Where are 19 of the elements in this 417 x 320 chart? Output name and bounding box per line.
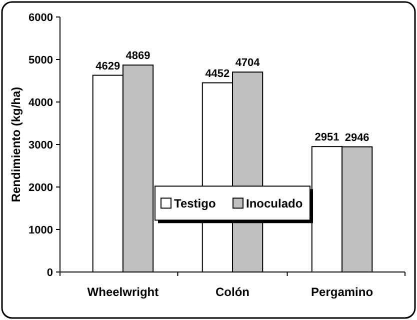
y-tick-label: 1000 [28,224,53,236]
y-tick-label: 4000 [28,96,53,109]
data-label: 4629 [96,60,120,72]
x-tick-label: Pergamino [311,285,374,299]
data-label: 2946 [344,132,370,144]
data-label: 4869 [126,50,150,62]
y-tick-label: 2000 [28,182,53,194]
y-tick-label: 0 [46,266,53,279]
legend-label: Inoculado [246,196,303,210]
data-label: 4452 [205,68,230,80]
legend-label: Testigo [174,196,216,210]
x-tick-label: Wheelwright [87,285,159,299]
y-tick-label: 6000 [28,12,53,24]
data-label: 4704 [235,57,261,70]
y-axis-title: Rendimiento (kg/ha) [9,86,23,202]
x-tick-label: Colón [216,285,250,299]
y-tick-label: 5000 [28,54,53,66]
data-label: 2951 [314,132,340,144]
y-tick-label: 3000 [28,139,53,152]
